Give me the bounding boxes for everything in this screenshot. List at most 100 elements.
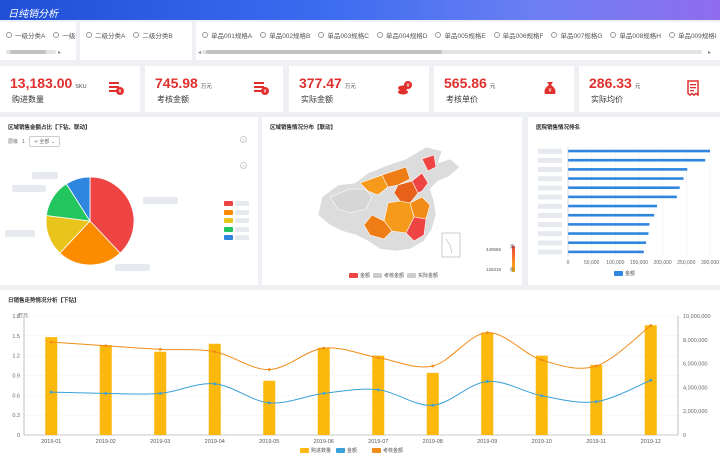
trend-point[interactable]: [49, 340, 53, 344]
trend-point[interactable]: [594, 364, 598, 368]
ranking-bar[interactable]: [568, 250, 644, 254]
visual-map-range[interactable]: [512, 246, 515, 272]
trend-point[interactable]: [213, 382, 217, 386]
trend-point[interactable]: [158, 347, 162, 351]
category-label-placeholder: [538, 167, 562, 173]
trend-bar[interactable]: [590, 364, 603, 435]
china-map[interactable]: [310, 145, 480, 263]
trend-point[interactable]: [649, 378, 653, 382]
legend-item[interactable]: 考核金额: [373, 272, 404, 279]
kpi-value: 377.47: [299, 75, 342, 91]
filter-product-scrollbar[interactable]: [202, 50, 702, 54]
ranking-bar[interactable]: [568, 168, 688, 171]
filter-product-option[interactable]: 单品003规格C: [318, 30, 369, 40]
filter-product-option[interactable]: 单品009规格I: [668, 30, 717, 40]
trend-bar[interactable]: [263, 380, 276, 435]
filter-level1-option[interactable]: 一级分类B: [53, 30, 76, 40]
legend-item[interactable]: 金额: [336, 447, 357, 454]
trend-point[interactable]: [158, 391, 162, 395]
category-label-placeholder: [538, 203, 562, 209]
kpi-card: 286.33 元 实际均价: [579, 66, 720, 112]
pie-chart[interactable]: [40, 171, 140, 271]
filter-product-option[interactable]: 单品002规格B: [260, 30, 310, 40]
trend-bar[interactable]: [317, 347, 330, 435]
trend-point[interactable]: [213, 350, 217, 354]
x-tick-label: 2019-11: [586, 439, 606, 445]
scroll-left-icon[interactable]: ◂: [198, 50, 202, 56]
trend-combo-chart[interactable]: 0 0.3 0.6 0.9 1.2 1.5 1.8 0 2,000,000 4,000,000 6,…: [0, 290, 720, 458]
trend-point[interactable]: [322, 391, 326, 395]
x-tick-label: 250,000: [677, 260, 695, 266]
legend-item[interactable]: 金额: [614, 270, 635, 277]
trend-point[interactable]: [540, 394, 544, 398]
trend-point[interactable]: [267, 401, 271, 405]
nav-next-button[interactable]: >: [240, 162, 247, 169]
filter-product-option[interactable]: 单品007规格G: [551, 30, 602, 40]
ranking-bar[interactable]: [568, 195, 677, 199]
pie-slice[interactable]: [65, 176, 91, 223]
trend-point[interactable]: [431, 403, 435, 407]
trend-point[interactable]: [267, 368, 271, 371]
ranking-bar[interactable]: [568, 149, 710, 153]
legend-item[interactable]: 实际金额: [407, 272, 438, 279]
trend-point[interactable]: [540, 358, 544, 362]
legend-item[interactable]: [224, 218, 249, 223]
trend-point[interactable]: [49, 390, 53, 394]
drill-select[interactable]: ⋖ 全部 ⌄: [28, 136, 60, 147]
filter-level2-option[interactable]: 二级分类B: [133, 30, 173, 40]
legend-item[interactable]: [224, 235, 249, 240]
legend-item[interactable]: [224, 226, 249, 232]
trend-bar[interactable]: [45, 337, 58, 435]
filter-level1-scrollbar[interactable]: [6, 50, 56, 54]
kpi-value: 565.86: [444, 75, 487, 91]
drill-label: 层级: [8, 139, 19, 145]
svg-text:¥: ¥: [549, 88, 552, 94]
legend-item[interactable]: 金额: [349, 272, 370, 279]
scroll-right-icon[interactable]: ▸: [708, 50, 712, 56]
ranking-bar[interactable]: [568, 241, 647, 245]
filter-product-option[interactable]: 单品001规格A: [202, 30, 252, 40]
ranking-bar[interactable]: [568, 213, 655, 217]
trend-bar[interactable]: [99, 345, 112, 435]
pie-slice[interactable]: [89, 176, 135, 254]
trend-point[interactable]: [485, 331, 489, 335]
x-tick-label: 2019-03: [150, 439, 170, 445]
legend-item[interactable]: 购进数量: [300, 447, 331, 454]
filter-level2-option[interactable]: 二级分类A: [86, 30, 125, 40]
scroll-right-icon[interactable]: ▸: [58, 50, 62, 56]
ranking-panel: 医院销售情况排名 0 50,000 100,000 150,000 200,000 250…: [528, 117, 720, 285]
trend-point[interactable]: [322, 346, 326, 350]
legend-item[interactable]: 考核金额: [372, 447, 403, 454]
trend-point[interactable]: [376, 356, 380, 360]
filter-product-option[interactable]: 单品004规格D: [376, 30, 427, 40]
svg-text:¥: ¥: [407, 83, 410, 89]
filter-product-option[interactable]: 单品006规格F: [493, 30, 543, 40]
nav-prev-button[interactable]: <: [240, 136, 247, 143]
legend-item[interactable]: [224, 201, 249, 206]
filter-product-option[interactable]: 单品005规格E: [435, 30, 486, 40]
trend-point[interactable]: [376, 388, 380, 392]
trend-bar[interactable]: [208, 343, 221, 435]
trend-bar[interactable]: [372, 355, 385, 435]
ranking-bar[interactable]: [568, 232, 649, 235]
filter-level1-option[interactable]: 一级分类A: [6, 30, 45, 40]
trend-point[interactable]: [431, 364, 435, 368]
ranking-bar[interactable]: [568, 204, 657, 208]
ranking-bar-chart[interactable]: 0 50,000 100,000 150,000 200,000 250,000 300,0…: [528, 117, 720, 285]
trend-point[interactable]: [594, 400, 598, 404]
ranking-bar[interactable]: [568, 223, 650, 226]
legend-item[interactable]: [224, 209, 249, 215]
trend-point[interactable]: [104, 391, 108, 395]
range-max: 440586: [486, 247, 502, 252]
filter-product-option[interactable]: 单品008规格H: [610, 30, 661, 40]
trend-bar[interactable]: [481, 332, 494, 435]
app-title-bar: 日纯销分析: [0, 0, 720, 20]
trend-point[interactable]: [649, 324, 653, 327]
trend-point[interactable]: [104, 344, 108, 348]
panel-title: 日销售走势情况分析【下钻】: [8, 298, 80, 304]
ranking-bar[interactable]: [568, 158, 706, 162]
ranking-bar[interactable]: [568, 186, 680, 190]
ranking-bar[interactable]: [568, 177, 684, 180]
pie-slice[interactable]: [59, 220, 121, 266]
trend-point[interactable]: [485, 380, 489, 383]
